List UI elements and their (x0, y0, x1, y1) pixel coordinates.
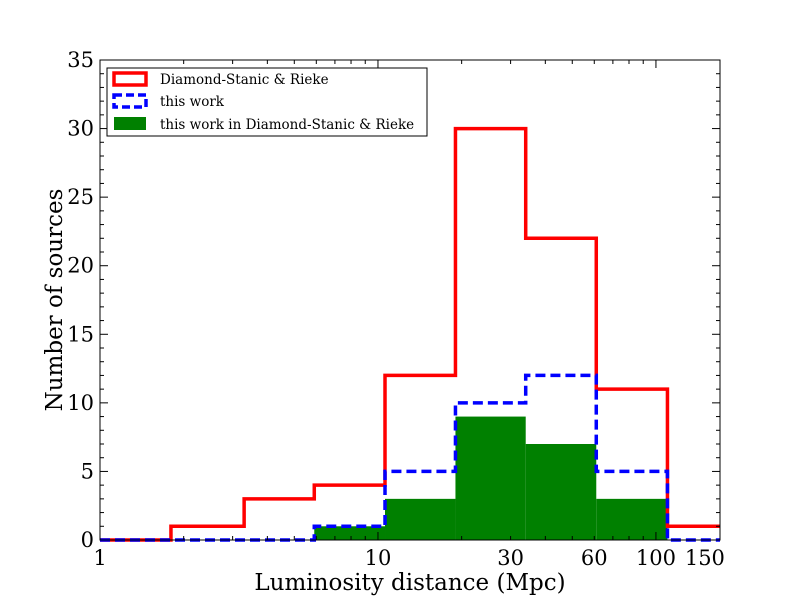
legend-label-green: this work in Diamond-Stanic & Rieke (160, 117, 414, 133)
x-axis-label: Luminosity distance (Mpc) (254, 570, 565, 596)
y-tick-label: 30 (67, 117, 94, 141)
ticks-layer (99, 59, 720, 541)
y-tick-label: 20 (67, 254, 94, 278)
y-tick-label: 5 (81, 459, 94, 483)
y-tick-label: 35 (67, 48, 94, 72)
blue-step-line (100, 373, 720, 542)
legend: Diamond-Stanic & Rieke this work this wo… (106, 67, 428, 137)
green-bar (596, 498, 668, 540)
x-tick-labels: 1 10 30 60 100 150 (93, 546, 725, 570)
green-bar (385, 498, 456, 540)
y-tick-label: 25 (67, 185, 94, 209)
legend-swatch-blue (112, 93, 148, 109)
legend-swatch-red (112, 71, 148, 87)
x-tick-label: 150 (685, 546, 725, 570)
y-tick-label: 10 (67, 391, 94, 415)
legend-label-blue: this work (160, 94, 225, 110)
y-axis-label: Number of sources (42, 189, 68, 412)
y-tick-label: 15 (67, 322, 94, 346)
legend-frame (106, 67, 428, 137)
legend-label-red: Diamond-Stanic & Rieke (160, 72, 329, 88)
y-tick-label: 0 (81, 528, 94, 552)
green-bar (525, 444, 597, 540)
x-tick-label: 60 (581, 546, 608, 570)
green-bar (314, 526, 386, 540)
red-step-line (100, 126, 720, 542)
y-tick-labels: 0 5 10 15 20 25 30 35 (67, 48, 94, 552)
green-bar (455, 416, 526, 540)
green-bars (314, 416, 668, 540)
x-tick-label: 10 (365, 546, 392, 570)
x-tick-label: 1 (93, 546, 106, 570)
x-tick-label: 100 (636, 546, 676, 570)
x-tick-label: 30 (497, 546, 524, 570)
plot-frame (99, 59, 721, 541)
legend-swatch-green (114, 117, 146, 130)
